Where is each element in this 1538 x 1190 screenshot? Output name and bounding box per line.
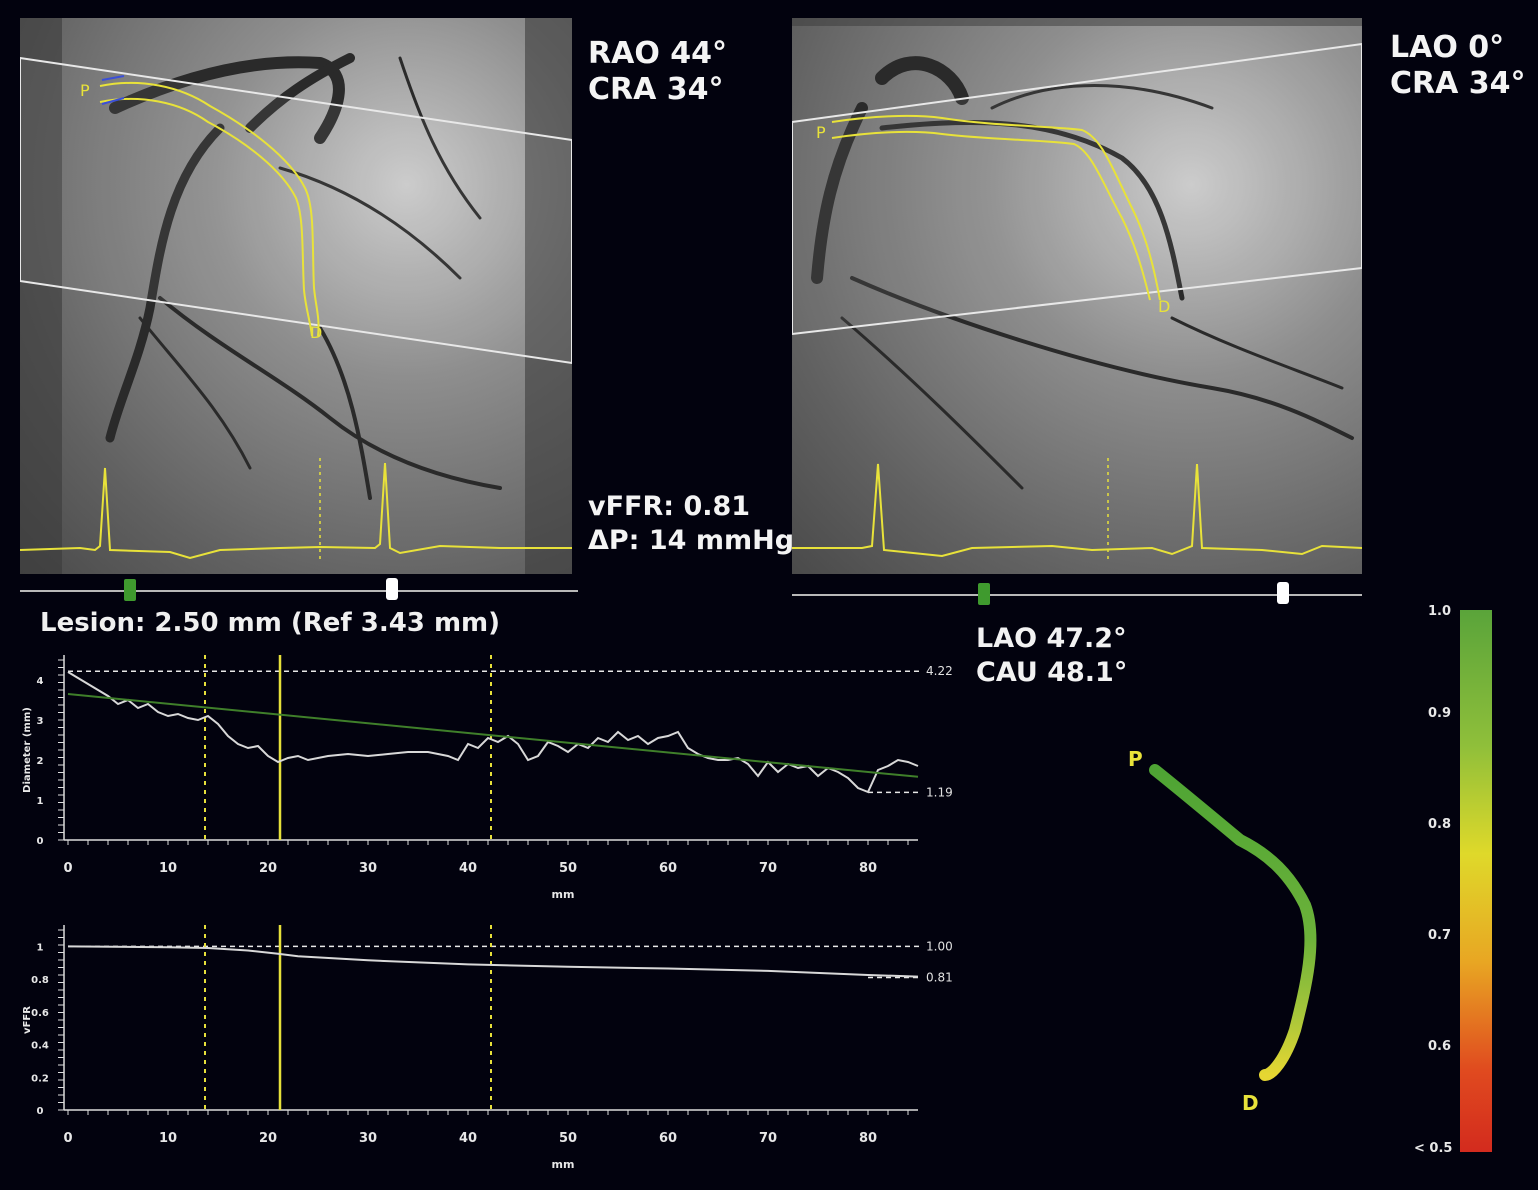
right-view-angle: LAO 0° CRA 34° — [1390, 30, 1526, 102]
vffr-value: vFFR: 0.81 — [588, 491, 751, 522]
y-tick-label: 0 — [37, 1106, 44, 1117]
x-tick-label: 30 — [359, 1131, 377, 1146]
y-tick-label: 1 — [37, 796, 44, 807]
x-tick-label: 80 — [859, 861, 877, 876]
angiogram-left-overlay: P D — [20, 18, 572, 574]
y-tick-label: 0.8 — [31, 975, 49, 986]
reference-trend-line — [67, 693, 919, 778]
y-tick-label: 2 — [37, 756, 44, 767]
x-tick-label: 60 — [659, 861, 677, 876]
x-tick-label: 30 — [359, 861, 377, 876]
colorbar-tick-6: < 0.5 — [1414, 1141, 1453, 1156]
angiogram-right-view[interactable]: P D — [792, 18, 1362, 574]
x-tick-label: 70 — [759, 1131, 777, 1146]
y-tick-label: 0.6 — [31, 1008, 49, 1019]
x-tick-label: 60 — [659, 1131, 677, 1146]
vffr-color-scale — [1460, 610, 1492, 1152]
vffr-chart[interactable]: 0 10 20 30 40 50 60 70 8000.20.40.60.81mmvFFR1.0… — [0, 910, 980, 1180]
right-proximal-label: P — [816, 123, 826, 142]
angiogram-right-overlay: P D — [792, 18, 1362, 563]
y-tick-label: 1 — [37, 942, 44, 953]
right-start-frame-marker[interactable] — [978, 583, 990, 605]
y-tick-label: 0.2 — [31, 1073, 49, 1084]
x-tick-label: 0 — [63, 1131, 72, 1146]
series-line — [67, 945, 919, 978]
left-angle-line2: CRA 34° — [588, 72, 724, 107]
right-angle-line2: CRA 34° — [1390, 66, 1526, 101]
diameter-chart[interactable]: 0 10 20 30 40 50 60 70 80 0 1 2 3 4 mm Diameter (mm) 4.2… — [0, 640, 980, 910]
colorbar-tick-1: 1.0 — [1428, 604, 1452, 619]
left-distal-label: D — [310, 323, 322, 342]
colorbar-tick-5: 0.6 — [1428, 1039, 1452, 1054]
x-tick-label: 20 — [259, 861, 277, 876]
x-axis-label: mm — [552, 888, 575, 901]
optimal-angle-line2: CAU 48.1° — [976, 657, 1128, 688]
reference-label: 1.19 — [926, 785, 953, 799]
pressure-drop-value: ΔP: 14 mmHg — [588, 525, 795, 556]
series-line — [67, 671, 919, 794]
x-tick-label: 20 — [259, 1131, 277, 1146]
left-proximal-label: P — [80, 81, 90, 100]
x-tick-label: 40 — [459, 1131, 477, 1146]
reference-label: 1.00 — [926, 939, 953, 953]
y-axis-label: vFFR — [22, 1006, 33, 1034]
y-tick-label: 0.4 — [31, 1041, 49, 1052]
vffr-result: vFFR: 0.81 ΔP: 14 mmHg — [588, 490, 794, 558]
x-tick-label: 80 — [859, 1131, 877, 1146]
colorbar-tick-3: 0.8 — [1428, 817, 1452, 832]
colorbar-tick-4: 0.7 — [1428, 928, 1452, 943]
y-tick-label: 3 — [37, 716, 44, 727]
x-tick-label: 10 — [159, 861, 177, 876]
y-axis-label: Diameter (mm) — [22, 707, 33, 793]
optimal-view-angle: LAO 47.2° CAU 48.1° — [976, 622, 1127, 690]
x-tick-label: 50 — [559, 1131, 577, 1146]
right-end-frame-marker[interactable] — [1277, 582, 1289, 604]
x-tick-label: 0 — [63, 861, 72, 876]
y-tick-label: 0 — [37, 836, 44, 847]
angiogram-left-view[interactable]: P D — [20, 18, 572, 574]
x-tick-label: 10 — [159, 1131, 177, 1146]
x-tick-label: 40 — [459, 861, 477, 876]
vessel-distal-label: D — [1242, 1091, 1259, 1115]
y-tick-label: 4 — [37, 676, 44, 687]
left-view-angle: RAO 44° CRA 34° — [588, 36, 727, 108]
right-ecg-trace — [792, 463, 1362, 558]
optimal-angle-line1: LAO 47.2° — [976, 623, 1127, 654]
colorbar-tick-2: 0.9 — [1428, 706, 1452, 721]
right-distal-label: D — [1158, 297, 1170, 316]
reference-label: 4.22 — [926, 664, 953, 678]
left-start-frame-marker[interactable] — [124, 579, 136, 601]
reference-label: 0.81 — [926, 970, 953, 984]
vessel-proximal-label: P — [1128, 747, 1143, 771]
left-ecg-trace — [20, 462, 572, 560]
vessel-3d-model[interactable]: P D — [1100, 730, 1340, 1120]
right-frame-timeline[interactable] — [792, 594, 1362, 596]
left-end-frame-marker[interactable] — [386, 578, 398, 600]
left-frame-timeline[interactable] — [20, 590, 578, 592]
x-axis-label: mm — [552, 1158, 575, 1171]
x-tick-label: 50 — [559, 861, 577, 876]
x-tick-label: 70 — [759, 861, 777, 876]
right-angle-line1: LAO 0° — [1390, 30, 1505, 65]
left-angle-line1: RAO 44° — [588, 36, 728, 71]
lesion-summary: Lesion: 2.50 mm (Ref 3.43 mm) — [40, 608, 501, 638]
